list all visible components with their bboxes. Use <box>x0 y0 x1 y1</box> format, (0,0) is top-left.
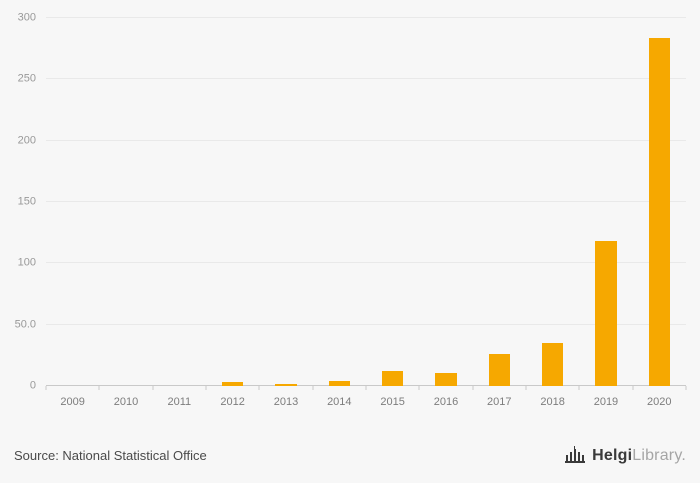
bar-2015[interactable] <box>381 371 404 386</box>
x-tick-label: 2009 <box>60 396 85 408</box>
gridline <box>46 323 686 325</box>
bar-column <box>579 18 632 386</box>
x-tick-label: 2018 <box>540 396 565 408</box>
bar-2018[interactable] <box>541 343 564 386</box>
bar-column <box>473 18 526 386</box>
helgi-bridge-icon <box>564 446 586 464</box>
bars-layer <box>46 18 686 386</box>
bar-column <box>313 18 366 386</box>
bar-2013[interactable] <box>275 383 297 386</box>
y-axis: 0 50.0 100 150 200 250 300 <box>10 12 40 391</box>
bar-2016[interactable] <box>435 372 457 386</box>
helgi-logo[interactable]: HelgiLibrary. <box>564 446 686 464</box>
y-tick-label: 100 <box>17 256 36 269</box>
x-tick-mark <box>418 386 420 390</box>
bar-2019[interactable] <box>595 241 617 386</box>
x-tick-label: 2019 <box>593 396 619 408</box>
x-tick-mark <box>578 386 580 390</box>
x-tick-label: 2012 <box>220 396 245 408</box>
brand-light: Library. <box>632 447 686 464</box>
source-text: Source: National Statistical Office <box>14 447 207 463</box>
bar-2014[interactable] <box>328 381 350 386</box>
x-tick-mark <box>205 386 207 390</box>
x-ticks <box>45 386 687 390</box>
gridline <box>46 201 686 202</box>
footer: Source: National Statistical Office Helg… <box>0 427 700 483</box>
x-tick-mark <box>472 386 474 390</box>
x-tick-label: 2015 <box>380 396 405 408</box>
chart-area: 0 50.0 100 150 200 250 300 2009 2010 2011 2012 201… <box>10 10 688 408</box>
x-tick-label: 2013 <box>273 396 299 408</box>
y-tick-label: 300 <box>17 11 36 24</box>
gridline <box>46 78 686 80</box>
x-tick-label: 2020 <box>647 396 672 408</box>
x-tick-mark <box>632 386 634 390</box>
bar-column <box>419 18 472 386</box>
gridline <box>46 17 686 18</box>
x-tick-mark <box>45 386 47 390</box>
bar-column <box>46 18 99 386</box>
bar-2012[interactable] <box>221 382 244 386</box>
x-tick-mark <box>685 386 687 390</box>
bar-2017[interactable] <box>488 354 510 386</box>
x-tick-label: 2010 <box>113 396 139 408</box>
x-tick-label: 2014 <box>327 396 352 408</box>
gridline <box>46 385 686 386</box>
x-tick-mark <box>152 386 154 390</box>
x-tick-mark <box>525 386 527 390</box>
gridlines <box>46 17 686 386</box>
bar-2020[interactable] <box>648 37 670 386</box>
x-axis-labels: 2009 2010 2011 2012 2013 2014 2015 2016 2017 2018… <box>46 392 686 408</box>
x-tick-label: 2017 <box>487 396 512 408</box>
bar-column <box>99 18 152 386</box>
plot-area <box>45 17 687 390</box>
gridline <box>46 262 686 264</box>
bar-column <box>526 18 579 386</box>
x-tick-mark <box>365 386 367 390</box>
y-tick-label: 0 <box>29 379 36 392</box>
bar-column <box>206 18 259 386</box>
bar-column <box>366 18 419 386</box>
brand-bold: Helgi <box>592 447 633 464</box>
y-tick-label: 50.0 <box>14 318 36 331</box>
bar-column <box>633 18 686 386</box>
x-tick-mark <box>312 386 314 390</box>
x-tick-label: 2016 <box>433 396 459 408</box>
x-tick-mark <box>258 386 260 390</box>
bar-column <box>153 18 206 386</box>
gridline <box>46 139 686 141</box>
y-tick-label: 150 <box>17 195 36 208</box>
y-tick-label: 200 <box>17 134 36 147</box>
brand-text: HelgiLibrary. <box>592 448 686 464</box>
x-tick-label: 2011 <box>167 396 192 408</box>
bar-column <box>259 18 312 386</box>
y-tick-label: 250 <box>17 72 36 85</box>
x-tick-mark <box>98 386 100 390</box>
